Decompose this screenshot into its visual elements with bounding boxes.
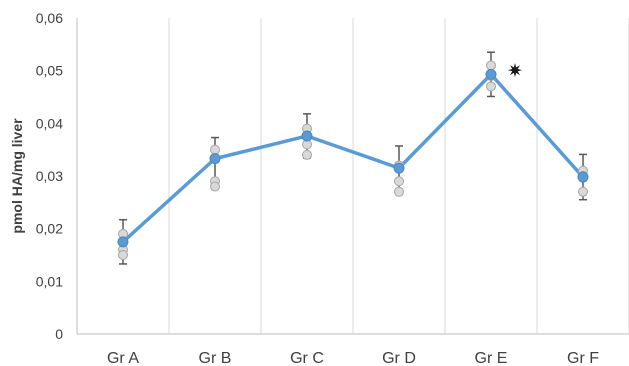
individual-point <box>578 186 588 197</box>
x-category-label: Gr F <box>567 350 599 366</box>
y-tick-label: 0,03 <box>36 168 63 184</box>
x-category-label: Gr C <box>290 350 324 366</box>
mean-point <box>301 130 313 142</box>
x-category-label: Gr B <box>199 350 232 366</box>
individual-point <box>118 250 128 260</box>
y-tick-label: 0,05 <box>36 63 63 79</box>
y-tick-label: 0,02 <box>36 221 63 237</box>
y-axis-title: pmol HA/mg liver <box>9 118 25 234</box>
individual-point <box>210 181 220 192</box>
y-tick-label: 0 <box>55 326 63 342</box>
individual-point <box>210 144 220 155</box>
mean-point <box>577 171 589 183</box>
y-tick-label: 0,01 <box>36 273 63 289</box>
mean-point <box>393 162 405 174</box>
y-tick-label: 0,04 <box>36 115 63 131</box>
x-category-label: Gr A <box>107 350 139 366</box>
individual-point <box>394 186 404 197</box>
y-tick-label: 0,06 <box>36 10 63 26</box>
series-line <box>121 72 585 244</box>
significance-asterisk-icon <box>508 63 522 78</box>
individual-point <box>394 176 404 187</box>
individual-point <box>302 149 312 160</box>
individual-point <box>486 81 496 92</box>
individual-point <box>486 60 496 71</box>
mean-point <box>485 68 497 80</box>
mean-point <box>117 236 129 248</box>
mean-point <box>209 153 221 165</box>
x-category-label: Gr D <box>382 350 416 366</box>
x-category-label: Gr E <box>475 350 508 366</box>
